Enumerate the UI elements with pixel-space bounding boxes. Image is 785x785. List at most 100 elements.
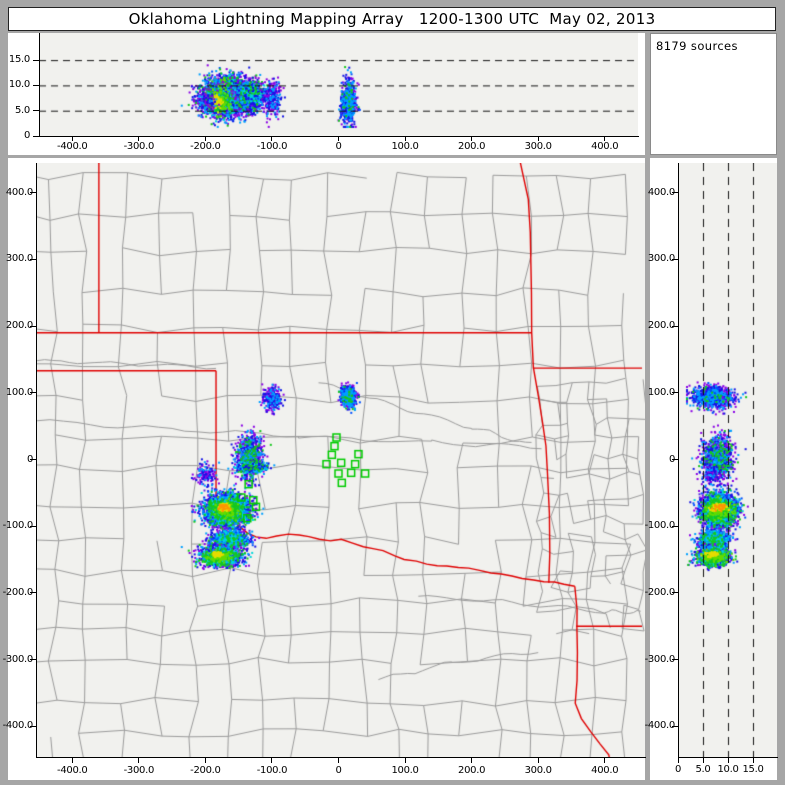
right-y-tick: [672, 325, 678, 327]
right-x-tick: [752, 757, 754, 763]
map-x-tick-label: -200.0: [190, 765, 221, 776]
right-y-tick-label: 200.0: [647, 320, 675, 332]
alt-x-tick-label: 400.0: [591, 141, 619, 152]
alt-x-tick: [404, 136, 406, 141]
title-bar: Oklahoma Lightning Mapping Array 1200-13…: [8, 7, 776, 31]
map-y-tick-label: 0: [26, 453, 33, 465]
alt-y-tick: [33, 135, 39, 137]
map-y-tick-label: 300.0: [5, 253, 33, 265]
right-x-tick-label: 0: [674, 764, 682, 775]
map-x-tick: [71, 757, 73, 763]
map-y-tick-label: -200.0: [2, 586, 34, 598]
alt-y-tick-label: 15.0: [8, 54, 30, 66]
right-x-tick-label: 5.0: [695, 764, 711, 775]
right-x-tick: [677, 757, 679, 763]
map-y-tick-label: -300.0: [2, 653, 34, 665]
alt-y-tick: [33, 59, 39, 61]
right-y-tick: [672, 392, 678, 394]
right-y-tick: [672, 459, 678, 460]
map-x-tick: [204, 757, 206, 763]
alt-x-tick: [71, 136, 73, 141]
map-y-tick: [30, 525, 36, 527]
top-plot-y-spine: [39, 33, 40, 137]
map-x-tick-label: -400.0: [57, 765, 88, 776]
map-x-tick-label: 100.0: [391, 765, 419, 776]
map-y-tick-label: 100.0: [5, 386, 33, 398]
alt-y-tick: [33, 110, 39, 112]
map-x-tick-label: -300.0: [123, 765, 155, 776]
alt-x-tick: [471, 136, 473, 141]
map-x-tick-label: 0: [335, 765, 342, 776]
map-x-tick-label: 200.0: [458, 765, 486, 776]
alt-x-tick: [204, 136, 206, 141]
top-plot-x-spine: [39, 136, 639, 137]
alt-x-tick: [271, 136, 273, 141]
right-y-tick-label: 400.0: [647, 186, 675, 198]
map-y-tick: [30, 258, 36, 260]
right-y-tick-label: -300.0: [644, 653, 676, 665]
map-x-tick: [471, 757, 473, 763]
map-x-tick: [404, 757, 406, 763]
sources-count-label: 8179 sources: [656, 39, 738, 53]
map-x-tick: [537, 757, 539, 763]
alt-y-tick: [33, 84, 39, 86]
right-y-tick-label: 300.0: [647, 253, 675, 265]
map-y-tick-label: -400.0: [2, 720, 34, 732]
map-x-tick: [338, 757, 339, 763]
right-x-tick: [702, 757, 704, 763]
map-y-tick: [30, 592, 36, 594]
map-y-tick-label: -100.0: [2, 520, 34, 532]
map-y-tick: [30, 725, 36, 727]
alt-x-tick-label: -400.0: [57, 141, 88, 152]
map-y-tick: [30, 392, 36, 394]
altitude-ew-plot-canvas[interactable]: [39, 33, 638, 136]
right-x-tick-label: 15.0: [742, 764, 764, 775]
alt-y-tick-label: 0: [23, 130, 30, 141]
right-x-tick-label: 10.0: [717, 764, 739, 775]
map-y-tick: [30, 192, 36, 194]
alt-x-tick-label: -300.0: [123, 141, 155, 152]
window-title: Oklahoma Lightning Mapping Array 1200-13…: [128, 10, 656, 28]
right-y-tick: [672, 258, 678, 260]
alt-y-tick-label: 10.0: [8, 79, 30, 91]
right-plot-y-spine: [678, 163, 679, 758]
map-x-tick: [604, 757, 606, 763]
right-y-tick-label: -100.0: [644, 520, 676, 532]
alt-x-tick-label: -200.0: [190, 141, 221, 152]
map-x-tick: [271, 757, 273, 763]
map-y-tick-label: 400.0: [5, 186, 33, 198]
alt-x-tick: [338, 136, 339, 141]
map-y-tick: [30, 659, 36, 661]
alt-x-tick-label: 100.0: [391, 141, 419, 152]
map-x-tick: [138, 757, 140, 763]
map-x-tick-label: 400.0: [591, 765, 619, 776]
right-y-tick: [672, 525, 678, 527]
map-x-spine: [36, 757, 646, 758]
alt-x-tick-label: -100.0: [256, 141, 288, 152]
alt-y-tick-label: 5.0: [14, 104, 30, 116]
map-y-tick: [30, 325, 36, 327]
right-y-tick-label: -200.0: [644, 586, 676, 598]
right-y-tick: [672, 725, 678, 727]
right-y-tick: [672, 592, 678, 594]
right-y-tick: [672, 192, 678, 194]
alt-x-tick-label: 200.0: [458, 141, 486, 152]
right-y-tick-label: -400.0: [644, 720, 676, 732]
ns-altitude-plot-canvas[interactable]: [678, 163, 777, 757]
right-x-tick: [727, 757, 729, 763]
right-y-tick-label: 0: [668, 453, 675, 465]
right-y-tick-label: 100.0: [647, 386, 675, 398]
map-y-spine: [36, 163, 37, 758]
alt-x-tick: [138, 136, 140, 141]
alt-x-tick: [537, 136, 539, 141]
sources-count-panel: [650, 33, 777, 155]
map-y-tick-label: 200.0: [5, 320, 33, 332]
alt-x-tick: [604, 136, 606, 141]
plan-view-map-canvas[interactable]: [36, 163, 645, 757]
map-x-tick-label: -100.0: [256, 765, 288, 776]
right-y-tick: [672, 659, 678, 661]
alt-x-tick-label: 0: [335, 141, 342, 152]
map-y-tick: [30, 459, 36, 460]
map-x-tick-label: 300.0: [524, 765, 552, 776]
